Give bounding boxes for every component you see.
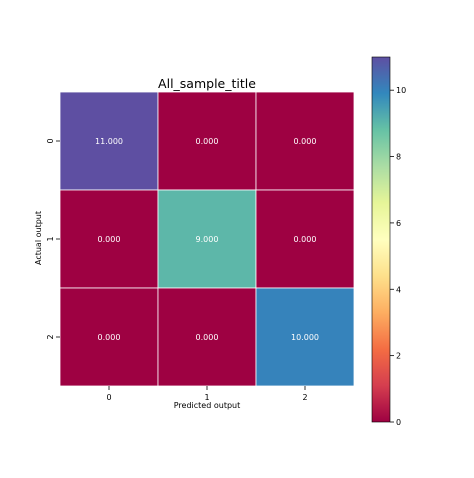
colorbar-ticks: 0 2 4 6 8 10 xyxy=(390,86,406,427)
y-tick-label: 2 xyxy=(46,334,55,339)
heatmap-cell xyxy=(255,91,355,191)
colorbar-tick-label: 8 xyxy=(396,153,401,162)
y-axis-label: Actual output xyxy=(34,211,43,265)
heatmap-cell-labels: 11.000 0.000 0.000 0.000 9.000 0.000 0.000 0.00… xyxy=(95,137,319,342)
x-tick-label: 2 xyxy=(302,393,307,402)
x-axis: 0 1 2 xyxy=(106,386,308,402)
colorbar-tick-label: 0 xyxy=(396,418,401,427)
heatmap-cell xyxy=(255,189,355,289)
heatmap-cell-label: 0.000 xyxy=(294,235,317,244)
heatmap-cell-label: 11.000 xyxy=(95,137,123,146)
heatmap-cell-label: 9.000 xyxy=(196,235,219,244)
heatmap-cell-label: 0.000 xyxy=(98,333,121,342)
heatmap-cells xyxy=(59,91,355,387)
heatmap-cell xyxy=(157,287,257,387)
chart-title: All_sample_title xyxy=(158,76,256,91)
x-tick-label: 1 xyxy=(204,393,209,402)
heatmap-cell-label: 10.000 xyxy=(291,333,319,342)
y-axis: 0 1 2 xyxy=(46,138,60,340)
y-tick-label: 1 xyxy=(46,236,55,241)
colorbar xyxy=(371,56,391,423)
heatmap-cell-label: 0.000 xyxy=(196,333,219,342)
heatmap-cell-label: 0.000 xyxy=(294,137,317,146)
heatmap-cell xyxy=(157,91,257,191)
heatmap-cell-label: 0.000 xyxy=(196,137,219,146)
colorbar-tick-label: 10 xyxy=(396,86,406,95)
heatmap-cell-label: 0.000 xyxy=(98,235,121,244)
colorbar-tick-label: 4 xyxy=(396,285,401,294)
heatmap-cell xyxy=(59,189,159,289)
colorbar-tick-label: 2 xyxy=(396,352,401,361)
heatmap-cell xyxy=(59,91,159,191)
y-tick-label: 0 xyxy=(46,138,55,143)
x-axis-label: Predicted output xyxy=(174,401,240,410)
colorbar-tick-label: 6 xyxy=(396,219,401,228)
x-tick-label: 0 xyxy=(106,393,111,402)
heatmap-cell xyxy=(157,189,257,289)
